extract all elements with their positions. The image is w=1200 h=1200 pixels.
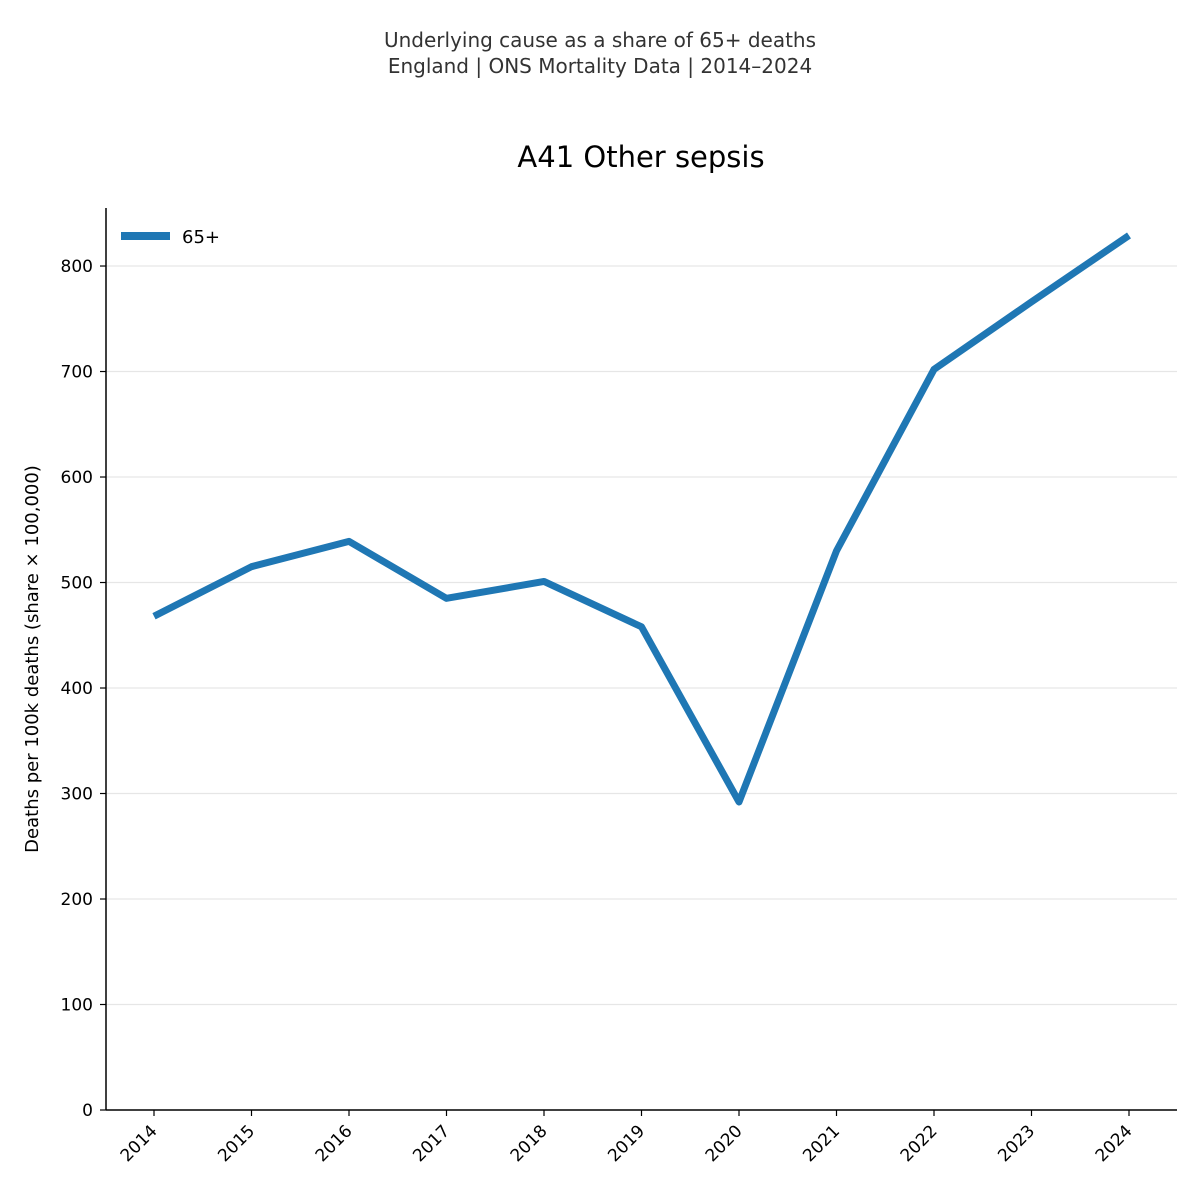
x-tick-label-2017: 2017 [409,1121,454,1166]
y-tick-label-800: 800 [61,257,93,277]
y-tick-label-600: 600 [61,468,93,488]
suptitle-line-2: England | ONS Mortality Data | 2014–2024 [388,54,812,78]
gridlines [106,265,1177,1006]
y-tick-label-500: 500 [61,574,93,594]
legend-label: 65+ [182,227,220,248]
x-tick-label-2021: 2021 [799,1121,844,1166]
x-tick-label-2024: 2024 [1092,1121,1137,1166]
x-tick-label-2022: 2022 [897,1121,942,1166]
legend: 65+ [121,227,220,248]
chart-header: Underlying cause as a share of 65+ death… [384,28,816,174]
y-tick-label-100: 100 [61,996,93,1016]
y-axis-ticks: 0 100 200 300 400 500 600 700 800 [61,257,106,1121]
x-tick-label-2023: 2023 [994,1121,1039,1166]
x-axis-ticks: 2014 2015 2016 2017 2018 2019 2020 2021 2022 2023… [117,1110,1137,1166]
y-tick-label-700: 700 [61,363,93,383]
chart-title: A41 Other sepsis [517,140,764,174]
y-tick-label-400: 400 [61,679,93,699]
y-tick-label-0: 0 [82,1101,93,1121]
x-tick-label-2019: 2019 [604,1121,649,1166]
y-axis-label: Deaths per 100k deaths (share × 100,000) [22,465,43,853]
y-tick-label-300: 300 [61,785,93,805]
series-layer [152,232,1131,806]
y-tick-label-200: 200 [61,890,93,910]
x-tick-label-2015: 2015 [214,1121,259,1166]
axes [105,208,1177,1111]
x-tick-label-2016: 2016 [312,1121,357,1166]
x-tick-label-2014: 2014 [117,1121,162,1166]
x-tick-label-2018: 2018 [507,1121,552,1166]
suptitle-line-1: Underlying cause as a share of 65+ death… [384,28,816,52]
x-tick-label-2020: 2020 [702,1121,747,1166]
series-line-0 [152,232,1131,806]
